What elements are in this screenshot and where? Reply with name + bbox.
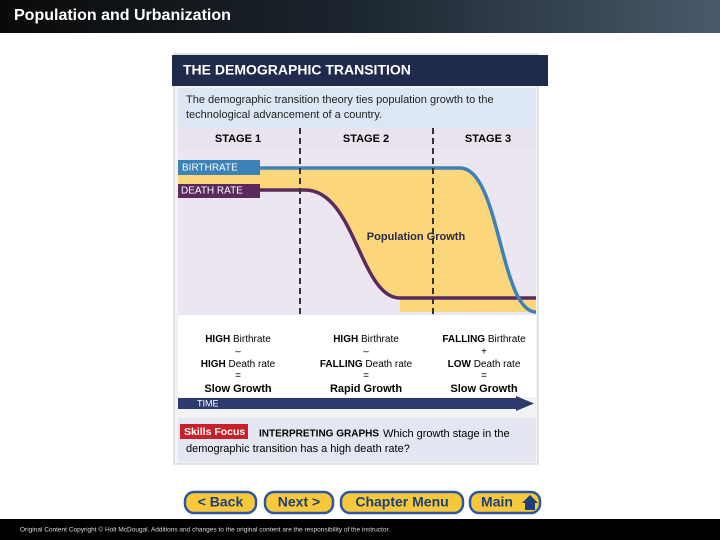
birthrate-tag [178,160,260,175]
death-summary: HIGH Death rate [201,359,276,370]
header-bar [0,0,720,33]
level: HIGH [201,359,226,370]
skills-heading: INTERPRETING GRAPHS [259,429,379,440]
level: HIGH [205,334,230,345]
footer-text: Original Content Copyright © Holt McDoug… [20,526,390,534]
birthrate-label: BIRTHRATE [182,163,238,174]
slide-title: Population and Urbanization [14,7,231,24]
measure: Death rate [474,359,521,370]
stage-label: STAGE 2 [343,133,389,145]
result: Slow Growth [204,383,272,395]
time-arrow [178,398,518,409]
measure: Death rate [229,359,276,370]
navigation: < Back Next > Chapter Menu Main [183,490,542,515]
time-arrow-head [516,396,534,411]
result: Rapid Growth [330,383,402,395]
operator: + [481,347,487,358]
measure: Death rate [365,359,412,370]
growth-area [400,298,536,312]
nav-button-label[interactable]: Main [481,494,513,510]
skills-question: Which growth stage in the [383,428,510,440]
home-icon[interactable] [522,495,538,510]
equals: = [481,371,487,382]
description-line: technological advancement of a country. [186,109,382,121]
nav-button-bg[interactable] [339,490,465,515]
stage-label: STAGE 3 [465,133,511,145]
operator: – [235,347,241,358]
nav-button-label[interactable]: < Back [198,494,244,510]
deathrate-tag [178,184,260,198]
death-summary: LOW Death rate [448,359,521,370]
stage-strip [178,128,536,150]
level: LOW [448,359,472,370]
time-label: TIME [197,398,219,408]
skills-badge [180,424,248,439]
nav-button-bg[interactable] [183,490,258,515]
figure-title-bar [172,55,548,86]
nav-button-label[interactable]: Next > [278,494,320,510]
nav-button[interactable]: < Back [183,490,258,515]
nav-button[interactable]: Main [468,490,542,515]
birth-summary: HIGH Birthrate [333,334,399,345]
figure-title: THE DEMOGRAPHIC TRANSITION [183,62,411,78]
stage-label: STAGE 1 [215,133,261,145]
equals: = [235,371,241,382]
measure: Birthrate [488,334,526,345]
operator: – [363,347,369,358]
level: FALLING [320,359,363,370]
skills-badge-text: Skills Focus [184,426,245,438]
summary-area [178,315,536,397]
measure: Birthrate [361,334,399,345]
deathrate-label: DEATH RATE [181,186,243,197]
level: FALLING [442,334,485,345]
footer-bar [0,519,720,540]
nav-button-bg[interactable] [263,490,335,515]
growth-area [178,168,536,312]
description-line: The demographic transition theory ties p… [186,94,494,106]
death-rate-line [178,188,536,300]
nav-button[interactable]: Chapter Menu [339,490,465,515]
result: Slow Growth [450,383,518,395]
nav-button-label[interactable]: Chapter Menu [355,494,448,510]
growth-label: Population Growth [367,231,466,243]
birth-summary: FALLING Birthrate [442,334,526,345]
birth-rate-line [178,166,537,314]
description-box [178,88,536,128]
level: HIGH [333,334,358,345]
death-summary: FALLING Death rate [320,359,413,370]
nav-button[interactable]: Next > [263,490,335,515]
summaries: HIGH Birthrate–HIGH Death rate=Slow Grow… [201,334,526,395]
nav-button-bg[interactable] [468,490,542,515]
equals: = [363,371,369,382]
skills-question: demographic transition has a high death … [186,443,410,455]
birth-summary: HIGH Birthrate [205,334,271,345]
measure: Birthrate [233,334,271,345]
